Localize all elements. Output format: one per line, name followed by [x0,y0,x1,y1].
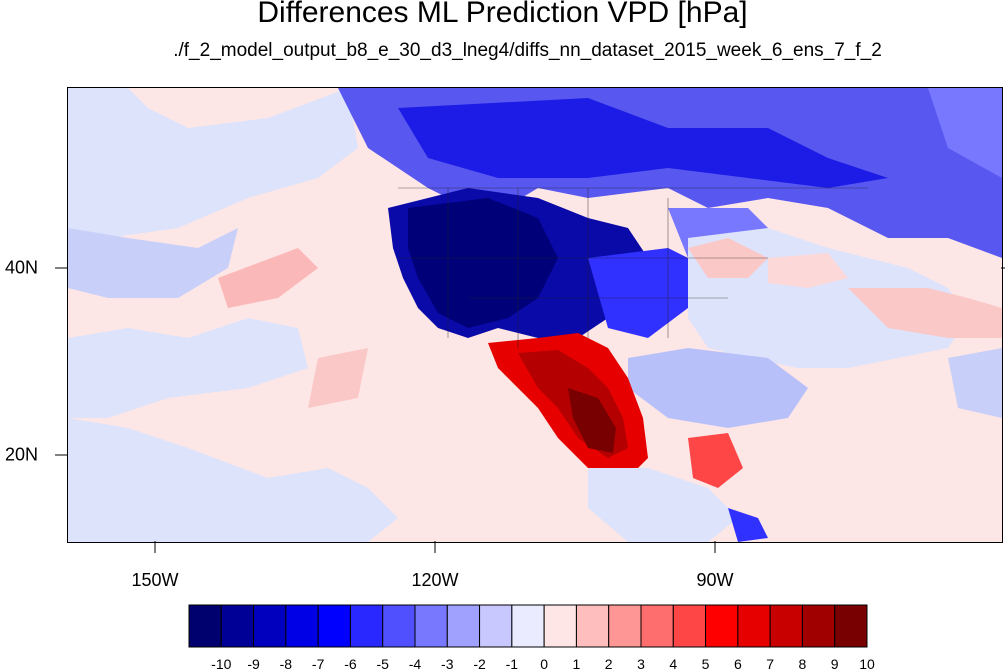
colorbar-swatch [188,604,222,648]
map-subtitle: ./f_2_model_output_b8_e_30_d3_lneg4/diff… [173,40,882,61]
colorbar [188,604,868,648]
colorbar-label: 6 [733,656,742,672]
colorbar-label: -7 [311,656,325,672]
colorbar-label: 10 [859,656,875,672]
colorbar-label: -8 [279,656,293,672]
colorbar-swatch [543,604,577,648]
colorbar-label: -3 [441,656,454,672]
colorbar-swatch [608,604,642,648]
colorbar-label: 1 [572,656,581,672]
map-title: Differences ML Prediction VPD [hPa] [257,0,748,29]
longitude-tick-90w: 90W [696,570,734,590]
colorbar-swatch [285,604,319,648]
colorbar-swatch [446,604,481,648]
colorbar-swatch [769,604,803,648]
colorbar-swatch [349,604,384,648]
colorbar-swatch [253,604,287,648]
colorbar-label: 5 [701,656,710,672]
longitude-tick-150w: 150W [131,570,179,590]
longitude-tick-120w: 120W [411,570,459,590]
colorbar-swatch [834,604,868,648]
colorbar-label: 4 [669,656,678,672]
colorbar-label: -9 [247,656,260,672]
colorbar-label: -10 [211,656,232,672]
colorbar-label: 0 [540,656,549,672]
vpd-difference-field [68,88,1002,542]
colorbar-label: 7 [766,656,775,672]
colorbar-label: -2 [473,656,486,672]
colorbar-label: -6 [344,656,357,672]
colorbar-label: 8 [798,656,807,672]
colorbar-label: -4 [408,656,422,672]
colorbar-swatch [801,604,836,648]
map-panel [67,87,1003,543]
colorbar-swatch [479,604,513,648]
colorbar-swatch [575,604,610,648]
colorbar-swatch [737,604,771,648]
colorbar-label: 9 [830,656,839,672]
colorbar-label: 3 [637,656,645,672]
colorbar-label: 2 [604,656,613,672]
colorbar-swatch [640,604,674,648]
colorbar-swatch [414,604,448,648]
latitude-tick-40n: 40N [4,257,38,278]
colorbar-swatch [511,604,545,648]
colorbar-swatch [220,604,255,648]
colorbar-swatch [317,604,351,648]
colorbar-label: -1 [505,656,519,672]
colorbar-label: -5 [376,656,389,672]
latitude-tick-20n: 20N [4,444,38,465]
colorbar-swatch [672,604,707,648]
colorbar-swatch [382,604,416,648]
colorbar-swatch [705,604,739,648]
